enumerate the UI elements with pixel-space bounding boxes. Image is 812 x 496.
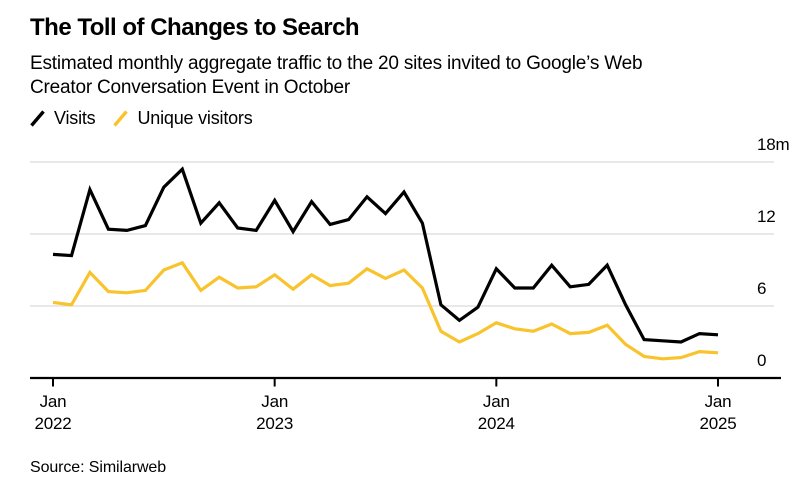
- x-axis-label-line: Jan: [39, 392, 67, 411]
- legend-item-visits: Visits: [30, 108, 96, 129]
- visits-line-swatch-icon: [30, 110, 45, 127]
- legend-label-visits: Visits: [54, 108, 96, 128]
- series-line-visits: [52, 166, 719, 344]
- y-axis-label-12: 12: [757, 207, 776, 226]
- x-axis-label-line: 2022: [34, 414, 72, 433]
- chart-title: The Toll of Changes to Search: [30, 14, 360, 41]
- x-axis-label-line: 2023: [256, 414, 294, 433]
- x-axis-label-line: 2024: [477, 414, 515, 433]
- legend-label-unique-visitors: Unique visitors: [137, 108, 253, 128]
- chart-subtitle-line-1: Estimated monthly aggregate traffic to t…: [30, 53, 643, 74]
- x-axis-label-2025: Jan 2025: [699, 391, 736, 435]
- chart-subtitle: Estimated monthly aggregate traffic to t…: [30, 52, 643, 99]
- x-axis-label-line: Jan: [261, 392, 289, 411]
- series-line-unique-visitors: [52, 260, 719, 361]
- y-axis-label-6: 6: [757, 279, 767, 298]
- x-axis-label-line: Jan: [704, 392, 732, 411]
- chart-subtitle-line-2: Creator Conversation Event in October: [30, 76, 350, 98]
- x-axis-label-2024: Jan 2024: [478, 391, 515, 435]
- unique-visitors-line-swatch-icon: [113, 110, 129, 127]
- x-axis-label-line: Jan: [482, 392, 510, 411]
- x-axis-label-2022: Jan 2022: [34, 391, 71, 435]
- chart-legend: Visits Unique visitors: [30, 108, 253, 129]
- y-axis-label-18m: 18m: [757, 135, 790, 154]
- y-axis-label-0: 0: [757, 351, 767, 370]
- x-axis-label-2023: Jan 2023: [256, 391, 293, 435]
- legend-item-unique-visitors: Unique visitors: [113, 108, 253, 129]
- source-note: Source: Similarweb: [30, 459, 167, 476]
- x-axis-label-line: 2025: [699, 414, 737, 433]
